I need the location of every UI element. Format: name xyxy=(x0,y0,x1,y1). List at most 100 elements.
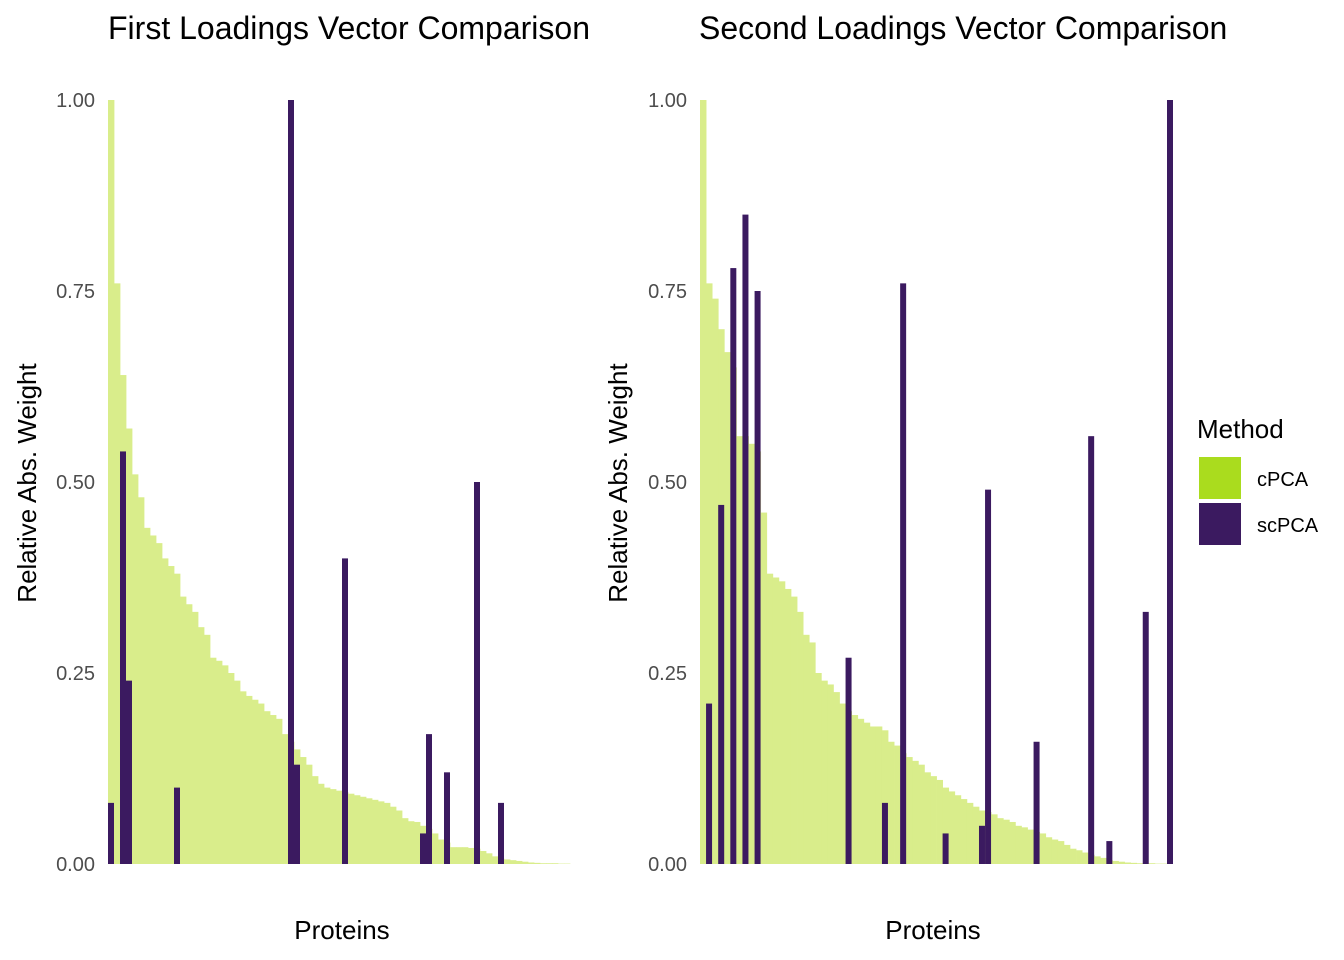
bar-scpca xyxy=(1033,741,1040,864)
y-tick-label: 0.25 xyxy=(56,663,95,685)
bar-cpca xyxy=(760,512,768,864)
legend-key-scpca xyxy=(1199,503,1241,545)
y-axis-label-first: Relative Abs. Weight xyxy=(12,363,42,603)
bar-scpca xyxy=(426,734,432,864)
bar-scpca xyxy=(1167,100,1173,864)
bar-cpca xyxy=(1003,819,1010,864)
bar-cpca xyxy=(360,796,367,864)
bar-cpca xyxy=(918,764,925,864)
bar-cpca xyxy=(1009,821,1016,864)
bar-cpca xyxy=(888,741,895,864)
legend: Method cPCA scPCA xyxy=(1197,414,1319,545)
bar-cpca xyxy=(276,718,283,864)
bar-cpca xyxy=(354,795,361,864)
bar-cpca xyxy=(270,715,277,864)
bar-cpca xyxy=(778,581,786,864)
bar-cpca xyxy=(552,863,559,864)
bar-scpca xyxy=(754,291,761,864)
bar-scpca xyxy=(1088,436,1095,864)
legend-title: Method xyxy=(1197,414,1284,444)
bar-cpca xyxy=(863,722,871,864)
bar-cpca xyxy=(906,757,913,864)
bar-cpca xyxy=(1094,856,1101,864)
bar-cpca xyxy=(1051,839,1059,864)
bar-cpca xyxy=(833,692,840,864)
y-tick-label: 0.75 xyxy=(648,281,687,303)
bar-cpca xyxy=(912,760,919,864)
bar-cpca xyxy=(462,847,469,864)
bar-cpca xyxy=(204,634,211,864)
bar-cpca xyxy=(1082,852,1089,864)
bar-scpca xyxy=(730,268,737,865)
bar-cpca xyxy=(210,657,217,864)
x-axis-label-first: Proteins xyxy=(294,915,389,945)
bar-cpca xyxy=(1069,848,1077,864)
bar-cpca xyxy=(522,861,529,864)
bar-cpca xyxy=(766,573,774,864)
bar-cpca xyxy=(450,847,457,864)
bar-scpca xyxy=(120,451,126,864)
legend-label-scpca: scPCA xyxy=(1257,515,1319,537)
bar-cpca xyxy=(216,660,223,864)
bar-cpca xyxy=(198,627,205,864)
bar-cpca xyxy=(712,298,719,864)
bar-cpca xyxy=(528,862,535,864)
bar-scpca xyxy=(126,680,132,864)
chart-title-second: Second Loadings Vector Comparison xyxy=(699,10,1227,46)
bar-cpca xyxy=(1100,857,1107,864)
bar-cpca xyxy=(997,818,1004,864)
bar-cpca xyxy=(1027,829,1034,864)
bar-scpca xyxy=(978,825,985,864)
bar-cpca xyxy=(114,283,121,864)
bar-scpca xyxy=(1106,841,1113,864)
bar-cpca xyxy=(1063,844,1071,864)
bar-cpca xyxy=(414,821,421,864)
bars-first xyxy=(108,100,571,864)
bar-scpca xyxy=(900,283,907,864)
bar-cpca xyxy=(330,789,337,864)
bar-scpca xyxy=(742,214,749,865)
y-axis-label-second: Relative Abs. Weight xyxy=(603,363,633,603)
bar-cpca xyxy=(282,734,289,864)
bar-cpca xyxy=(1076,850,1083,864)
bar-cpca xyxy=(438,839,445,864)
bar-cpca xyxy=(772,577,780,864)
bar-cpca xyxy=(966,802,974,864)
bar-cpca xyxy=(318,783,325,864)
bar-cpca xyxy=(700,100,707,864)
bar-cpca xyxy=(222,665,229,864)
bar-cpca xyxy=(809,642,816,864)
bar-cpca xyxy=(246,695,253,864)
bar-cpca xyxy=(252,699,259,864)
bar-cpca xyxy=(396,810,403,864)
bar-cpca xyxy=(821,680,828,864)
bar-scpca xyxy=(845,657,852,864)
bar-cpca xyxy=(156,543,163,864)
legend-key-cpca xyxy=(1199,457,1241,499)
y-tick-label: 0.00 xyxy=(56,854,95,876)
legend-label-cpca: cPCA xyxy=(1257,469,1309,491)
bar-scpca xyxy=(706,703,713,864)
bar-cpca xyxy=(432,833,439,864)
bar-scpca xyxy=(108,802,114,864)
bar-scpca xyxy=(420,833,426,864)
bar-cpca xyxy=(1015,825,1022,864)
panel-second-loadings: Second Loadings Vector Comparison 0.000.… xyxy=(603,10,1227,945)
bar-cpca xyxy=(168,566,175,864)
bar-cpca xyxy=(372,799,379,864)
bar-cpca xyxy=(1112,860,1119,864)
bar-cpca xyxy=(504,859,511,864)
bar-cpca xyxy=(930,776,937,864)
bar-cpca xyxy=(132,474,139,864)
bar-scpca xyxy=(881,802,888,864)
bar-scpca xyxy=(498,802,504,864)
bar-cpca xyxy=(384,802,391,864)
bar-cpca xyxy=(324,787,331,864)
bar-cpca xyxy=(486,853,493,864)
bar-scpca xyxy=(474,482,480,864)
bar-cpca xyxy=(516,860,523,864)
bar-cpca xyxy=(960,799,968,864)
bar-scpca xyxy=(942,833,949,864)
bar-cpca xyxy=(492,856,499,864)
